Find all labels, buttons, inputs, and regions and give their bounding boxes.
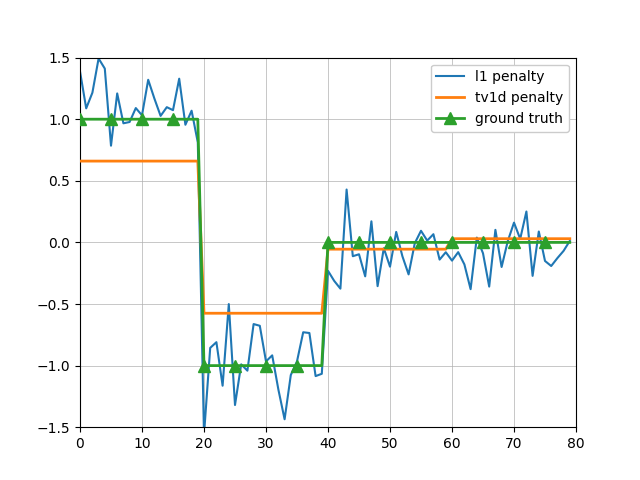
ground truth [380, 240, 388, 245]
tv1d penalty [380, 246, 388, 252]
tv1d penalty [566, 236, 573, 241]
ground truth [516, 240, 524, 245]
l1 penalty [424, 238, 431, 243]
tv1d penalty [76, 158, 84, 164]
l1 penalty [386, 264, 394, 270]
l1 penalty [566, 238, 573, 244]
tv1d penalty [399, 246, 406, 252]
l1 penalty [200, 432, 208, 438]
ground truth [374, 240, 381, 245]
l1 penalty [305, 330, 313, 336]
Legend: l1 penalty, tv1d penalty, ground truth: l1 penalty, tv1d penalty, ground truth [431, 64, 569, 132]
ground truth [200, 363, 208, 369]
tv1d penalty [374, 246, 381, 252]
l1 penalty [380, 245, 388, 251]
ground truth [399, 240, 406, 245]
l1 penalty [404, 272, 412, 277]
l1 penalty [76, 69, 84, 74]
l1 penalty [95, 56, 102, 61]
tv1d penalty [300, 311, 307, 316]
ground truth [300, 363, 307, 369]
ground truth [76, 116, 84, 122]
tv1d penalty [516, 236, 524, 241]
ground truth [566, 240, 573, 245]
tv1d penalty [200, 311, 208, 316]
Line: tv1d penalty: tv1d penalty [80, 161, 570, 313]
Line: ground truth: ground truth [80, 119, 570, 366]
tv1d penalty [417, 246, 425, 252]
l1 penalty [523, 209, 531, 215]
ground truth [417, 240, 425, 245]
Line: l1 penalty: l1 penalty [80, 59, 570, 435]
